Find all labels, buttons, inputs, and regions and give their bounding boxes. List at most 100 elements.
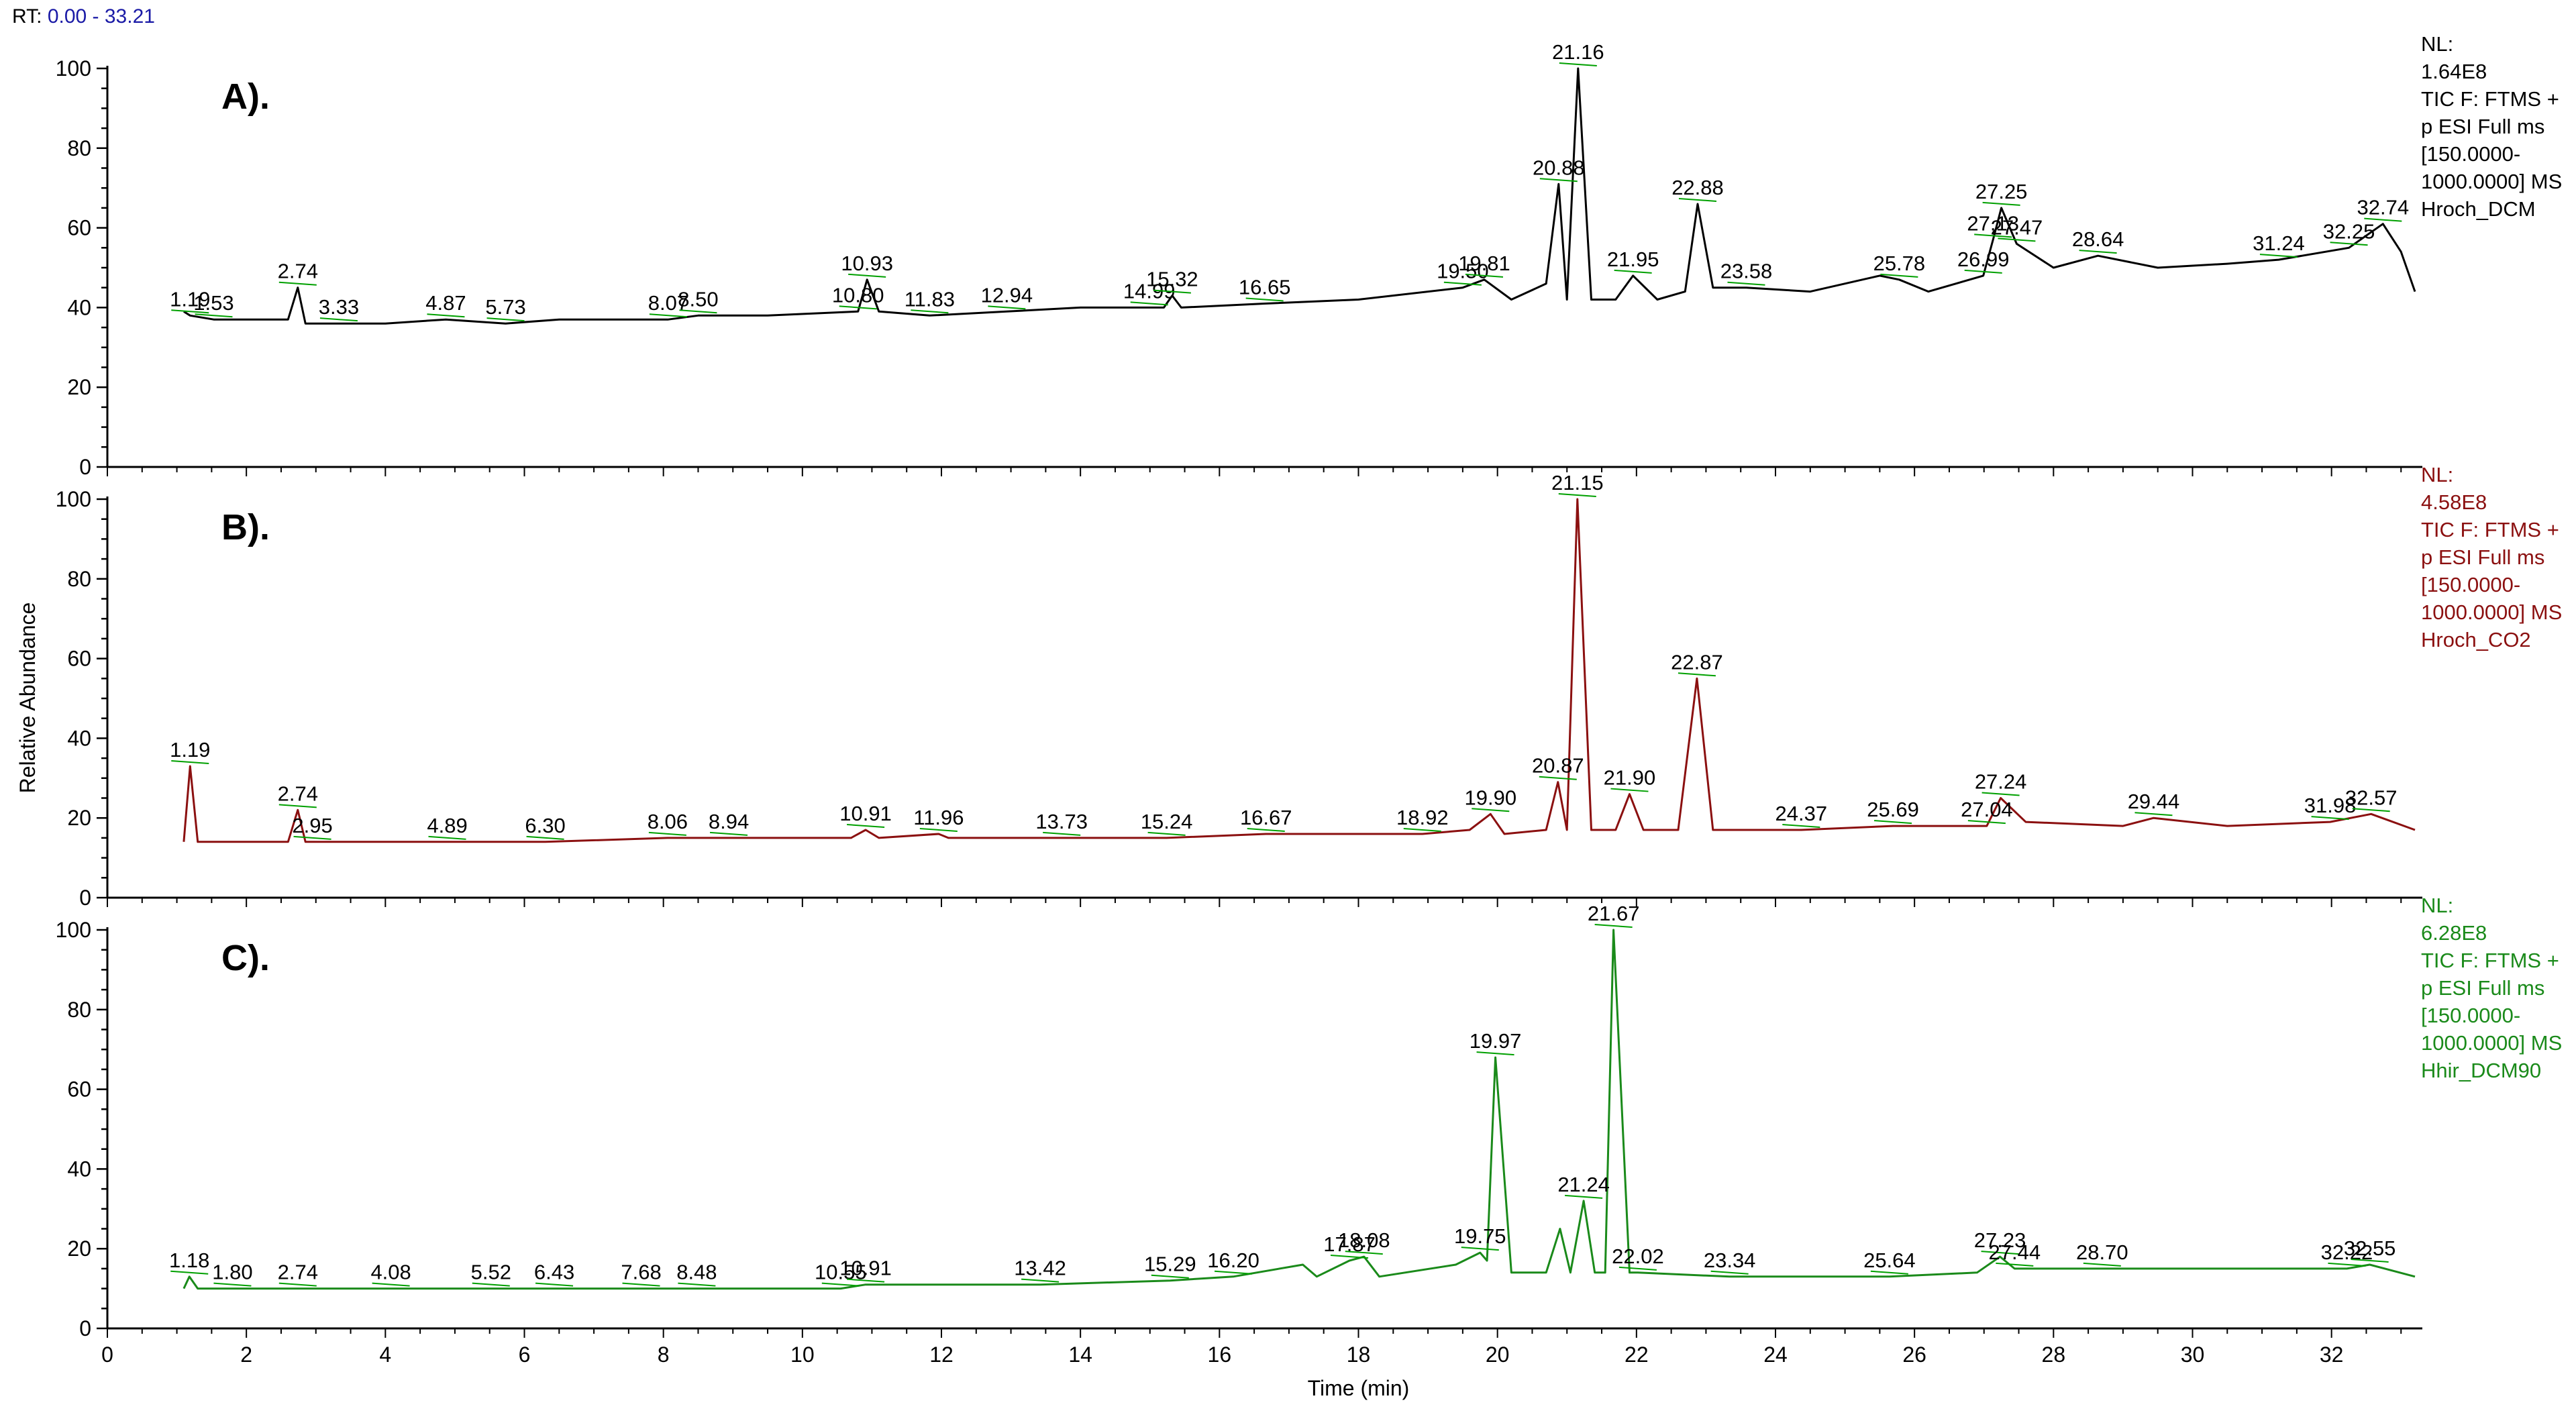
- y-tick-label: 80: [67, 567, 91, 591]
- y-tick-label: 60: [67, 1077, 91, 1102]
- peak-label: 22.88: [1671, 176, 1724, 199]
- peak-marker-line: [821, 1282, 860, 1287]
- peak-label: 1.18: [169, 1249, 209, 1272]
- peak-marker-line: [1214, 1270, 1253, 1275]
- peak-label: 18.92: [1396, 806, 1449, 829]
- peak-marker-line: [1618, 1266, 1657, 1271]
- peak-marker-line: [213, 1282, 252, 1287]
- y-tick-label: 40: [67, 1157, 91, 1181]
- peak-label: 8.94: [709, 810, 749, 833]
- panel-label-b: B).: [221, 507, 270, 547]
- panel-label-a: A).: [221, 76, 270, 117]
- peak-marker-line: [293, 835, 331, 840]
- peak-marker-line: [535, 1282, 574, 1287]
- trace-a: [183, 67, 2416, 325]
- peak-marker-line: [1403, 827, 1441, 832]
- peak-label: 25.78: [1873, 252, 1926, 275]
- x-tick-label: 4: [379, 1342, 391, 1367]
- info-line: 1000.0000] MS: [2421, 600, 2562, 624]
- peak-marker-line: [1539, 178, 1578, 182]
- peak-marker-line: [919, 827, 958, 832]
- info-line: Hroch_DCM: [2421, 197, 2536, 221]
- rt-label: RT:: [12, 5, 42, 28]
- peak-label: 2.74: [278, 1261, 318, 1284]
- peak-marker-line: [2352, 808, 2390, 812]
- peak-label: 24.37: [1775, 802, 1828, 825]
- x-tick-label: 24: [1763, 1342, 1788, 1367]
- y-tick-label: 80: [67, 136, 91, 160]
- peak-label: 27.47: [1991, 215, 2043, 239]
- peak-label: 21.16: [1552, 40, 1604, 64]
- peak-marker-line: [1247, 827, 1285, 832]
- peak-label: 23.58: [1720, 260, 1773, 283]
- peak-label: 16.20: [1207, 1249, 1259, 1272]
- peak-label: 16.67: [1240, 806, 1292, 829]
- peak-marker-line: [709, 831, 748, 836]
- peak-marker-line: [1998, 238, 2036, 242]
- peak-marker-line: [1472, 808, 1510, 812]
- peak-marker-line: [1465, 273, 1504, 278]
- peak-marker-line: [2328, 1262, 2366, 1267]
- peak-marker-line: [1443, 281, 1482, 286]
- info-line: 1000.0000] MS: [2421, 1031, 2562, 1055]
- peak-marker-line: [1147, 831, 1186, 836]
- peak-label: 5.73: [485, 295, 525, 319]
- peak-label: 7.68: [621, 1261, 661, 1284]
- info-line: 1000.0000] MS: [2421, 170, 2562, 193]
- y-tick-label: 80: [67, 998, 91, 1022]
- peak-marker-line: [2259, 254, 2298, 258]
- trace-b: [183, 498, 2416, 843]
- peak-label: 21.24: [1557, 1173, 1610, 1196]
- peak-label: 31.98: [2304, 794, 2357, 817]
- peak-label: 28.70: [2076, 1241, 2128, 1264]
- peak-label: 4.08: [370, 1261, 411, 1284]
- peak-marker-line: [2364, 217, 2402, 222]
- peak-marker-line: [1880, 273, 1918, 278]
- peak-label: 27.24: [1975, 770, 2027, 794]
- y-tick-label: 100: [56, 487, 91, 511]
- peak-marker-line: [1476, 1051, 1514, 1056]
- peak-label: 21.90: [1604, 766, 1656, 790]
- x-tick-label: 28: [2042, 1342, 2066, 1367]
- peak-marker-line: [839, 305, 877, 310]
- info-line: TIC F: FTMS +: [2421, 518, 2559, 541]
- y-tick-label: 0: [79, 886, 91, 910]
- y-tick-label: 60: [67, 216, 91, 240]
- peak-label: 13.73: [1035, 810, 1088, 833]
- peak-label: 27.13: [1967, 211, 2019, 235]
- peak-label: 10.91: [839, 802, 892, 825]
- peak-marker-line: [1130, 301, 1168, 306]
- info-line: [150.0000-: [2421, 142, 2520, 166]
- peak-marker-line: [1727, 281, 1765, 286]
- info-line: [150.0000-: [2421, 573, 2520, 596]
- info-line: p ESI Full ms: [2421, 115, 2544, 138]
- peak-marker-line: [1967, 820, 2006, 825]
- peak-label: 5.52: [471, 1261, 511, 1284]
- x-tick-label: 20: [1486, 1342, 1510, 1367]
- peak-marker-line: [2134, 812, 2173, 816]
- peak-marker-line: [1461, 1247, 1499, 1251]
- peak-marker-line: [1153, 289, 1191, 294]
- peak-label: 8.06: [648, 810, 688, 833]
- info-line: 1.64E8: [2421, 60, 2487, 83]
- peak-label: 20.88: [1533, 156, 1585, 179]
- x-tick-label: 14: [1068, 1342, 1092, 1367]
- info-line: NL:: [2421, 32, 2453, 56]
- peak-label: 21.67: [1588, 902, 1640, 925]
- peak-label: 32.55: [2344, 1236, 2396, 1260]
- peak-label: 27.23: [1974, 1228, 2026, 1252]
- info-line: NL:: [2421, 463, 2453, 486]
- peak-marker-line: [195, 313, 233, 318]
- peak-marker-line: [1710, 1270, 1749, 1275]
- peak-label: 19.81: [1458, 252, 1510, 275]
- peak-label: 22.02: [1612, 1245, 1664, 1268]
- peak-marker-line: [171, 759, 209, 764]
- x-tick-label: 10: [790, 1342, 815, 1367]
- peak-label: 10.80: [832, 283, 884, 307]
- info-line: 6.28E8: [2421, 921, 2487, 945]
- peak-marker-line: [170, 1270, 209, 1275]
- peak-marker-line: [428, 835, 466, 840]
